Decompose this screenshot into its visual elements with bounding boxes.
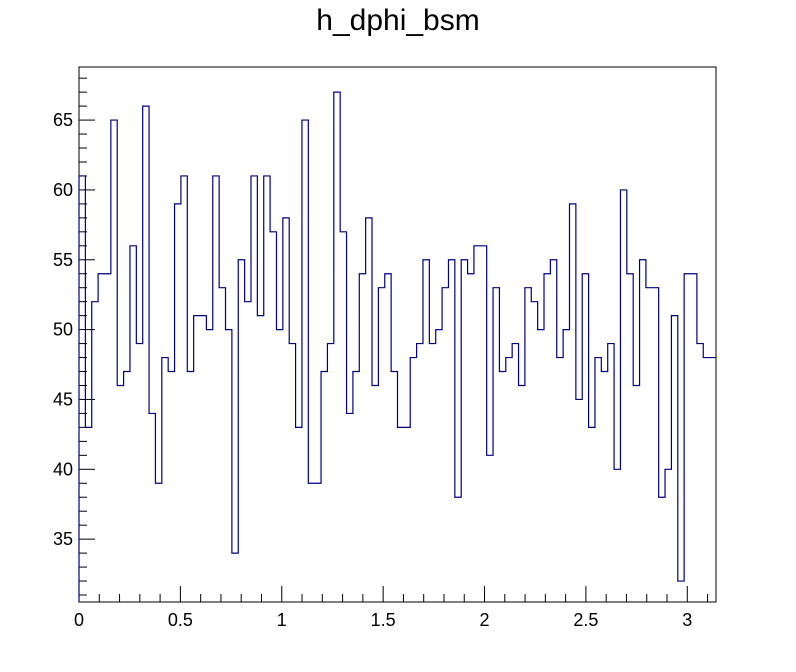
x-tick-label: 1.5: [371, 610, 396, 630]
y-tick-label: 60: [53, 180, 73, 200]
x-tick-label: 0: [74, 610, 84, 630]
x-tick-label: 2: [480, 610, 490, 630]
histogram-series-line: [78, 91, 716, 602]
x-tick-label: 1: [277, 610, 287, 630]
x-tick-label: 0.5: [168, 610, 193, 630]
y-tick-label: 45: [53, 389, 73, 409]
tick-labels: 0 0.5 1 1.5 2 2.5 3 35 40 45 50 55 60 65: [53, 110, 692, 630]
y-tick-label: 65: [53, 110, 73, 130]
y-tick-label: 35: [53, 529, 73, 549]
y-tick-label: 40: [53, 459, 73, 479]
y-tick-label: 55: [53, 250, 73, 270]
x-tick-label: 3: [682, 610, 692, 630]
y-tick-label: 50: [53, 320, 73, 340]
chart-title: h_dphi_bsm: [316, 4, 480, 37]
axis-ticks: [78, 77, 709, 602]
x-tick-label: 2.5: [573, 610, 598, 630]
